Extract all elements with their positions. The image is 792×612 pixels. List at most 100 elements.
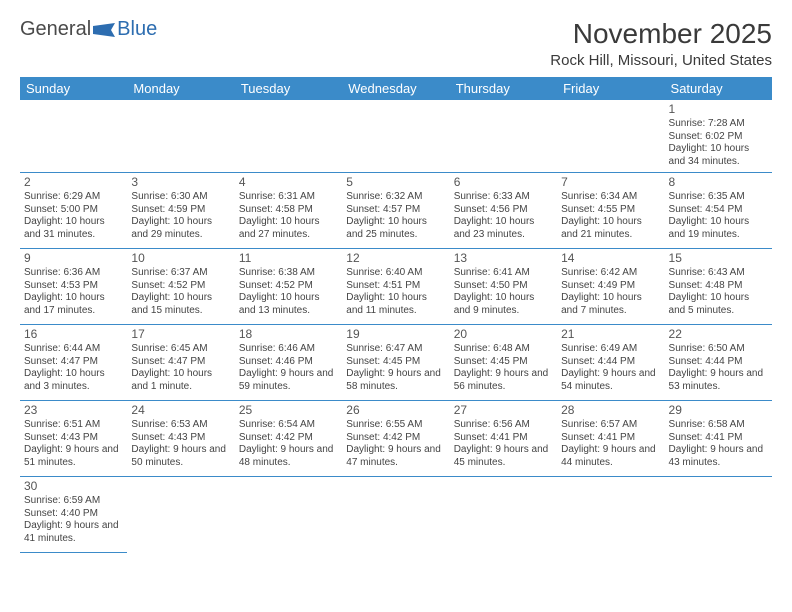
daylight-text: Daylight: 9 hours and 45 minutes. [454, 444, 553, 469]
daylight-text: Daylight: 10 hours and 31 minutes. [24, 216, 123, 241]
sunset-text: Sunset: 4:47 PM [131, 356, 230, 369]
day-number: 6 [454, 175, 553, 190]
sunset-text: Sunset: 4:41 PM [454, 432, 553, 445]
month-title: November 2025 [550, 18, 772, 50]
day-number: 17 [131, 327, 230, 342]
daylight-text: Daylight: 10 hours and 34 minutes. [669, 143, 768, 168]
sunset-text: Sunset: 4:40 PM [24, 508, 123, 521]
location-subtitle: Rock Hill, Missouri, United States [550, 52, 772, 69]
daylight-text: Daylight: 9 hours and 56 minutes. [454, 368, 553, 393]
day-cell: 19Sunrise: 6:47 AMSunset: 4:45 PMDayligh… [342, 325, 449, 401]
daylight-text: Daylight: 10 hours and 5 minutes. [669, 292, 768, 317]
sunrise-text: Sunrise: 6:34 AM [561, 191, 660, 204]
sunrise-text: Sunrise: 6:57 AM [561, 419, 660, 432]
sunset-text: Sunset: 6:02 PM [669, 131, 768, 144]
day-cell: 11Sunrise: 6:38 AMSunset: 4:52 PMDayligh… [235, 249, 342, 325]
sunset-text: Sunset: 4:42 PM [239, 432, 338, 445]
day-cell: 15Sunrise: 6:43 AMSunset: 4:48 PMDayligh… [665, 249, 772, 325]
day-number: 13 [454, 251, 553, 266]
day-cell: 6Sunrise: 6:33 AMSunset: 4:56 PMDaylight… [450, 173, 557, 249]
sunset-text: Sunset: 4:41 PM [561, 432, 660, 445]
day-number: 1 [669, 102, 768, 117]
daylight-text: Daylight: 10 hours and 13 minutes. [239, 292, 338, 317]
day-cell: 28Sunrise: 6:57 AMSunset: 4:41 PMDayligh… [557, 401, 664, 477]
sunrise-text: Sunrise: 6:45 AM [131, 343, 230, 356]
calendar-row: 9Sunrise: 6:36 AMSunset: 4:53 PMDaylight… [20, 249, 772, 325]
day-number: 8 [669, 175, 768, 190]
empty-cell [450, 477, 557, 553]
day-cell: 2Sunrise: 6:29 AMSunset: 5:00 PMDaylight… [20, 173, 127, 249]
day-number: 2 [24, 175, 123, 190]
dayname-thursday: Thursday [450, 77, 557, 100]
day-number: 15 [669, 251, 768, 266]
day-cell: 21Sunrise: 6:49 AMSunset: 4:44 PMDayligh… [557, 325, 664, 401]
day-cell: 7Sunrise: 6:34 AMSunset: 4:55 PMDaylight… [557, 173, 664, 249]
sunset-text: Sunset: 4:52 PM [239, 280, 338, 293]
logo-text-general: General [20, 18, 91, 41]
sunset-text: Sunset: 4:50 PM [454, 280, 553, 293]
sunrise-text: Sunrise: 6:44 AM [24, 343, 123, 356]
daylight-text: Daylight: 10 hours and 25 minutes. [346, 216, 445, 241]
day-cell: 24Sunrise: 6:53 AMSunset: 4:43 PMDayligh… [127, 401, 234, 477]
daylight-text: Daylight: 10 hours and 17 minutes. [24, 292, 123, 317]
sunset-text: Sunset: 4:56 PM [454, 204, 553, 217]
sunset-text: Sunset: 4:58 PM [239, 204, 338, 217]
daylight-text: Daylight: 9 hours and 48 minutes. [239, 444, 338, 469]
daylight-text: Daylight: 10 hours and 9 minutes. [454, 292, 553, 317]
day-number: 23 [24, 403, 123, 418]
sunrise-text: Sunrise: 6:31 AM [239, 191, 338, 204]
empty-cell [342, 100, 449, 173]
sunrise-text: Sunrise: 6:35 AM [669, 191, 768, 204]
day-cell: 8Sunrise: 6:35 AMSunset: 4:54 PMDaylight… [665, 173, 772, 249]
day-cell: 18Sunrise: 6:46 AMSunset: 4:46 PMDayligh… [235, 325, 342, 401]
day-cell: 22Sunrise: 6:50 AMSunset: 4:44 PMDayligh… [665, 325, 772, 401]
daylight-text: Daylight: 10 hours and 19 minutes. [669, 216, 768, 241]
sunrise-text: Sunrise: 6:41 AM [454, 267, 553, 280]
sunset-text: Sunset: 4:51 PM [346, 280, 445, 293]
sunrise-text: Sunrise: 6:40 AM [346, 267, 445, 280]
day-cell: 12Sunrise: 6:40 AMSunset: 4:51 PMDayligh… [342, 249, 449, 325]
sunrise-text: Sunrise: 6:37 AM [131, 267, 230, 280]
sunrise-text: Sunrise: 6:53 AM [131, 419, 230, 432]
daylight-text: Daylight: 10 hours and 29 minutes. [131, 216, 230, 241]
sunrise-text: Sunrise: 6:48 AM [454, 343, 553, 356]
day-number: 10 [131, 251, 230, 266]
sunrise-text: Sunrise: 6:38 AM [239, 267, 338, 280]
day-number: 18 [239, 327, 338, 342]
sunrise-text: Sunrise: 6:32 AM [346, 191, 445, 204]
calendar-table: Sunday Monday Tuesday Wednesday Thursday… [20, 77, 772, 553]
dayname-tuesday: Tuesday [235, 77, 342, 100]
day-cell: 23Sunrise: 6:51 AMSunset: 4:43 PMDayligh… [20, 401, 127, 477]
day-number: 7 [561, 175, 660, 190]
sunrise-text: Sunrise: 6:54 AM [239, 419, 338, 432]
daylight-text: Daylight: 10 hours and 1 minute. [131, 368, 230, 393]
daylight-text: Daylight: 9 hours and 58 minutes. [346, 368, 445, 393]
daylight-text: Daylight: 9 hours and 50 minutes. [131, 444, 230, 469]
dayname-saturday: Saturday [665, 77, 772, 100]
daylight-text: Daylight: 10 hours and 21 minutes. [561, 216, 660, 241]
empty-cell [127, 477, 234, 553]
sunrise-text: Sunrise: 6:51 AM [24, 419, 123, 432]
daylight-text: Daylight: 9 hours and 41 minutes. [24, 520, 123, 545]
sunset-text: Sunset: 4:59 PM [131, 204, 230, 217]
calendar-row: 16Sunrise: 6:44 AMSunset: 4:47 PMDayligh… [20, 325, 772, 401]
sunset-text: Sunset: 4:47 PM [24, 356, 123, 369]
day-cell: 3Sunrise: 6:30 AMSunset: 4:59 PMDaylight… [127, 173, 234, 249]
dayname-monday: Monday [127, 77, 234, 100]
day-cell: 27Sunrise: 6:56 AMSunset: 4:41 PMDayligh… [450, 401, 557, 477]
day-cell: 1Sunrise: 7:28 AMSunset: 6:02 PMDaylight… [665, 100, 772, 173]
sunset-text: Sunset: 4:57 PM [346, 204, 445, 217]
day-cell: 29Sunrise: 6:58 AMSunset: 4:41 PMDayligh… [665, 401, 772, 477]
day-number: 21 [561, 327, 660, 342]
day-number: 20 [454, 327, 553, 342]
sunset-text: Sunset: 4:43 PM [131, 432, 230, 445]
day-number: 30 [24, 479, 123, 494]
day-cell: 30Sunrise: 6:59 AMSunset: 4:40 PMDayligh… [20, 477, 127, 553]
logo-text-blue: Blue [117, 18, 157, 41]
empty-cell [235, 477, 342, 553]
empty-cell [20, 100, 127, 173]
daylight-text: Daylight: 9 hours and 51 minutes. [24, 444, 123, 469]
day-number: 22 [669, 327, 768, 342]
daylight-text: Daylight: 10 hours and 11 minutes. [346, 292, 445, 317]
empty-cell [450, 100, 557, 173]
